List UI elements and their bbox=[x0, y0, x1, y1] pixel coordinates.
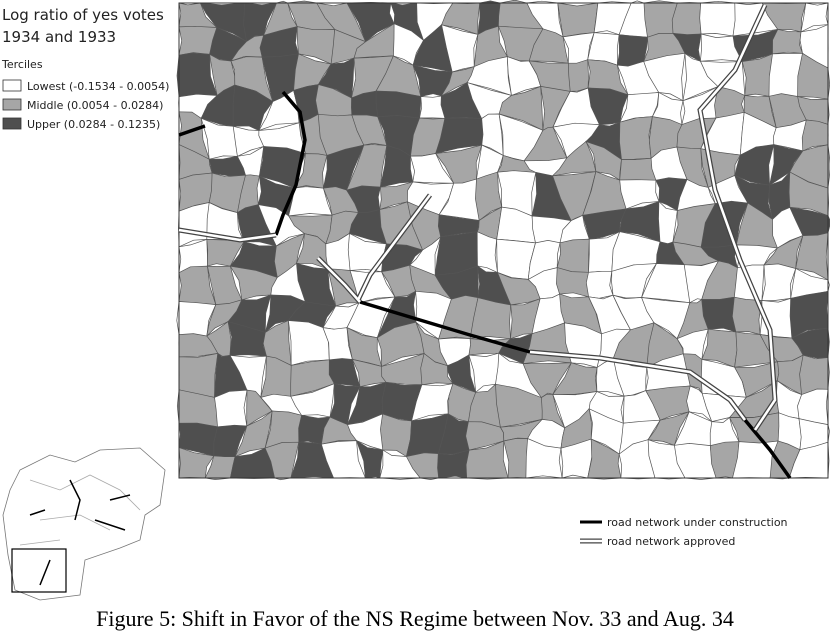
road-construction bbox=[178, 124, 206, 137]
region bbox=[437, 449, 470, 479]
legend-swatch bbox=[2, 79, 22, 92]
road-approved-inner bbox=[178, 4, 777, 431]
map-frame bbox=[178, 2, 829, 479]
region bbox=[375, 90, 422, 119]
road-label: road network approved bbox=[607, 535, 735, 548]
region bbox=[556, 238, 590, 274]
road-construction bbox=[743, 418, 792, 480]
caption: Figure 5: Shift in Favor of the NS Regim… bbox=[96, 606, 734, 631]
legend: Lowest (-0.1534 - 0.0054) Middle (0.0054 … bbox=[2, 79, 169, 131]
map bbox=[176, 0, 830, 481]
inset-map bbox=[2, 447, 166, 601]
legend-label: Middle (0.0054 - 0.0284) bbox=[27, 99, 163, 112]
region bbox=[567, 59, 589, 92]
legend-swatch bbox=[2, 98, 22, 111]
road-label: road network under construction bbox=[607, 516, 788, 529]
region bbox=[761, 263, 797, 301]
region bbox=[380, 413, 412, 458]
legend-title: 1934 and 1933 bbox=[2, 28, 116, 46]
region bbox=[772, 29, 804, 55]
region bbox=[671, 2, 702, 37]
region bbox=[616, 34, 648, 67]
region bbox=[556, 267, 591, 298]
legend-title: Log ratio of yes votes bbox=[2, 6, 164, 24]
legend-subtitle: Terciles bbox=[1, 58, 43, 71]
region bbox=[619, 157, 657, 181]
region bbox=[214, 389, 248, 428]
region bbox=[799, 354, 830, 395]
legend-label: Lowest (-0.1534 - 0.0054) bbox=[27, 80, 169, 93]
legend-swatch bbox=[2, 117, 22, 130]
road-construction bbox=[359, 300, 531, 354]
region bbox=[585, 270, 614, 299]
region bbox=[557, 2, 599, 38]
region bbox=[699, 0, 737, 37]
road-legend: road network under construction road net… bbox=[580, 516, 788, 548]
roads bbox=[178, 3, 792, 480]
legend-label: Upper (0.0284 - 0.1235) bbox=[27, 118, 160, 131]
region bbox=[619, 116, 653, 160]
road-construction bbox=[274, 90, 307, 236]
